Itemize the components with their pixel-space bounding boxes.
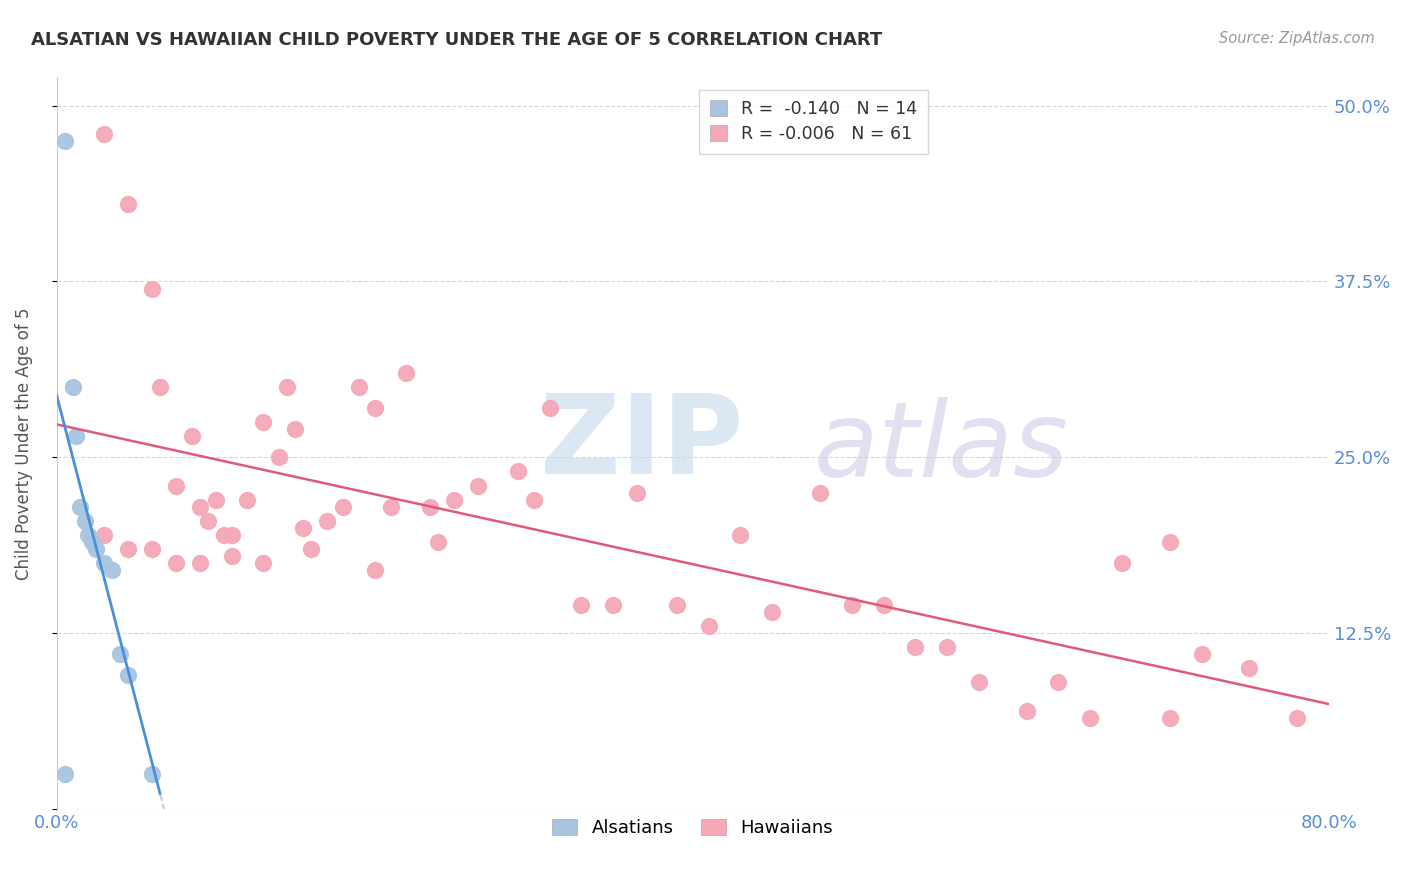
Point [236, 492, 259, 507]
Point [626, 485, 648, 500]
Point [569, 598, 592, 612]
Point [665, 598, 688, 612]
Point [1111, 556, 1133, 570]
Point [1078, 711, 1101, 725]
Point [506, 465, 529, 479]
Point [197, 514, 219, 528]
Point [538, 401, 561, 416]
Point [204, 492, 226, 507]
Point [904, 640, 927, 655]
Point [141, 281, 163, 295]
Point [1159, 711, 1181, 725]
Point [86, 541, 108, 556]
Y-axis label: Child Poverty Under the Age of 5: Child Poverty Under the Age of 5 [15, 307, 32, 580]
Point [188, 500, 211, 514]
Point [69, 500, 91, 514]
Text: Source: ZipAtlas.com: Source: ZipAtlas.com [1219, 31, 1375, 46]
Point [252, 415, 274, 429]
Point [1285, 711, 1308, 725]
Point [872, 598, 894, 612]
Legend: Alsatians, Hawaiians: Alsatians, Hawaiians [546, 812, 841, 844]
Point [967, 675, 990, 690]
Point [841, 598, 863, 612]
Point [347, 380, 370, 394]
Point [1239, 661, 1261, 675]
Point [808, 485, 831, 500]
Point [180, 429, 202, 443]
Point [117, 541, 139, 556]
Point [101, 563, 124, 577]
Point [53, 134, 76, 148]
Point [523, 492, 546, 507]
Point [93, 127, 115, 141]
Point [117, 197, 139, 211]
Point [602, 598, 624, 612]
Point [1015, 704, 1038, 718]
Point [363, 401, 385, 416]
Point [269, 450, 291, 465]
Point [936, 640, 959, 655]
Point [53, 767, 76, 781]
Point [93, 556, 115, 570]
Point [62, 380, 84, 394]
Point [761, 605, 783, 619]
Point [467, 478, 489, 492]
Point [93, 527, 115, 541]
Point [77, 527, 100, 541]
Text: ZIP: ZIP [540, 390, 744, 497]
Point [110, 648, 132, 662]
Point [149, 380, 172, 394]
Point [221, 549, 243, 563]
Point [141, 541, 163, 556]
Point [75, 514, 97, 528]
Point [292, 521, 315, 535]
Point [316, 514, 339, 528]
Point [1191, 648, 1213, 662]
Point [395, 366, 418, 380]
Point [165, 478, 187, 492]
Point [1159, 534, 1181, 549]
Point [65, 429, 87, 443]
Point [221, 527, 243, 541]
Point [697, 619, 720, 633]
Point [443, 492, 465, 507]
Point [165, 556, 187, 570]
Text: ALSATIAN VS HAWAIIAN CHILD POVERTY UNDER THE AGE OF 5 CORRELATION CHART: ALSATIAN VS HAWAIIAN CHILD POVERTY UNDER… [31, 31, 882, 49]
Text: atlas: atlas [814, 398, 1069, 500]
Point [332, 500, 354, 514]
Point [730, 527, 752, 541]
Point [252, 556, 274, 570]
Point [276, 380, 298, 394]
Point [363, 563, 385, 577]
Point [117, 668, 139, 682]
Point [1047, 675, 1070, 690]
Point [427, 534, 450, 549]
Point [80, 534, 103, 549]
Point [212, 527, 235, 541]
Point [188, 556, 211, 570]
Point [419, 500, 441, 514]
Point [380, 500, 402, 514]
Point [141, 767, 163, 781]
Point [284, 422, 307, 436]
Point [299, 541, 322, 556]
